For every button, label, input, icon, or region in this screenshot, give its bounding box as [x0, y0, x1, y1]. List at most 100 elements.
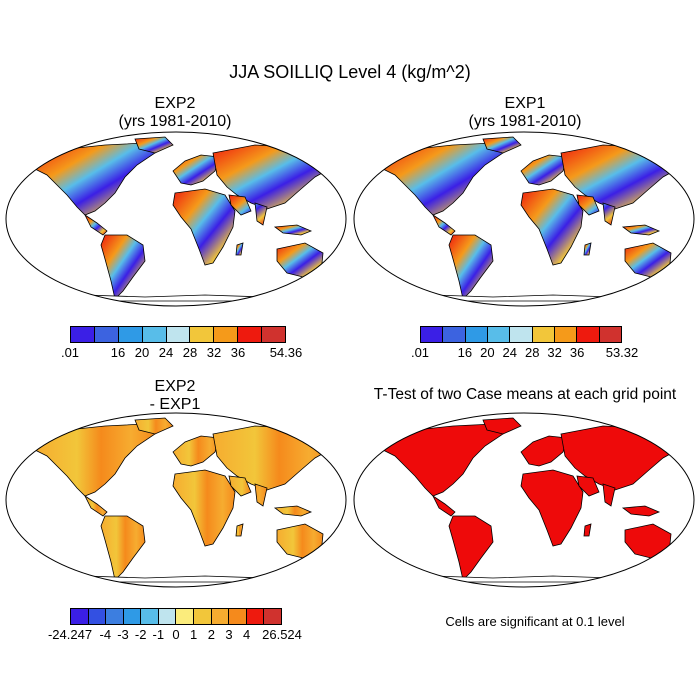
exp2-colorbar-tick-label: 20: [134, 345, 150, 360]
land-region: [392, 575, 656, 583]
exp2-colorbar-tick-label: .01: [60, 345, 80, 360]
exp1-colorbar-tick-label: 32: [547, 345, 562, 360]
diff-colorbar-tick-label: 26.524: [262, 627, 302, 642]
land-region: [134, 136, 174, 154]
land-region: [235, 242, 244, 256]
land-region: [382, 423, 504, 497]
exp2-colorbar: .01 16 20 24 28 32 36 54.36: [0, 326, 350, 366]
exp1-map: [353, 131, 695, 307]
exp1-colorbar-tick-label: 16: [457, 345, 473, 360]
exp2-colorbar-swatch: [166, 327, 191, 342]
diff-colorbar-tick-label: 1: [190, 627, 198, 642]
land-region: [34, 142, 156, 216]
diff-title-line1: EXP2: [154, 378, 196, 395]
diff-colorbar-tick-label: -24.247: [47, 627, 93, 642]
diff-colorbar-swatches: [70, 608, 282, 625]
exp1-colorbar-swatch: [421, 327, 444, 342]
exp2-colorbar-tick-label: 36: [230, 345, 246, 360]
land-region: [520, 154, 568, 186]
exp2-title-line1: EXP2: [154, 95, 196, 112]
diff-colorbar-tick-label: -4: [99, 627, 112, 642]
exp2-colorbar-swatch: [214, 327, 239, 342]
diff-colorbar-swatch: [194, 609, 212, 624]
diff-colorbar-tick-label: -3: [117, 627, 129, 642]
land-region: [520, 469, 584, 547]
exp1-colorbar-swatch: [577, 327, 600, 342]
diff-colorbar-tick-label: -2: [134, 627, 147, 642]
exp2-panel-title: EXP2 (yrs 1981-2010): [80, 95, 270, 131]
land-region: [228, 194, 268, 226]
land-region: [448, 234, 494, 300]
exp1-colorbar-swatch: [554, 327, 578, 342]
land-region: [100, 515, 146, 581]
exp2-colorbar-swatch: [238, 327, 263, 342]
exp1-colorbar-swatch: [532, 327, 555, 342]
diff-colorbar-swatch: [158, 609, 177, 624]
land-region: [100, 234, 146, 300]
exp1-title-line2: (yrs 1981-2010): [468, 113, 582, 130]
diff-colorbar-swatch: [106, 609, 124, 624]
land-region: [382, 142, 504, 216]
exp1-colorbar-swatch: [443, 327, 466, 342]
land-region: [83, 213, 108, 236]
map-border: [353, 412, 695, 588]
land-region: [576, 194, 616, 226]
exp2-colorbar-tick-label: 28: [182, 345, 198, 360]
land-region: [621, 224, 661, 236]
map-border: [5, 131, 347, 307]
land-region: [172, 188, 236, 266]
exp1-title-line1: EXP1: [504, 95, 546, 112]
exp2-title-line2: (yrs 1981-2010): [118, 113, 232, 130]
land-region: [583, 523, 592, 537]
land-region: [621, 505, 661, 517]
ttest-map: [353, 412, 695, 588]
diff-colorbar-swatch: [176, 609, 195, 624]
ttest-title-line1: T-Test of two Case means at each grid po…: [373, 386, 677, 403]
land-region: [273, 224, 313, 236]
land-region: [228, 475, 268, 507]
land-region: [83, 494, 108, 517]
significance-note: Cells are significant at 0.1 level: [445, 614, 625, 629]
exp1-colorbar-tick-label: 24: [502, 345, 517, 360]
diff-colorbar-swatch: [246, 609, 265, 624]
exp1-panel-title: EXP1 (yrs 1981-2010): [430, 95, 620, 131]
exp2-colorbar-tick-label: 24: [158, 345, 174, 360]
exp1-colorbar: .01 16 20 24 28 32 36 53.32: [350, 326, 700, 366]
land-region: [273, 505, 313, 517]
exp2-colorbar-tick-label: 54.36: [269, 345, 303, 360]
land-region: [482, 417, 522, 435]
exp1-colorbar-swatches: [420, 326, 622, 343]
exp2-colorbar-swatch: [71, 327, 95, 342]
ttest-panel-title: T-Test of two Case means at each grid po…: [350, 386, 700, 404]
diff-colorbar: -24.247 -4 -3 -2 -1 0 1 2 3 4 26.524: [0, 608, 350, 648]
exp2-colorbar-swatch: [262, 327, 286, 342]
land-region: [482, 136, 522, 154]
land-region: [431, 213, 456, 236]
exp2-colorbar-swatch: [142, 327, 167, 342]
land-region: [431, 494, 456, 517]
land-region: [583, 242, 592, 256]
exp2-colorbar-tick-label: 16: [110, 345, 126, 360]
diff-colorbar-swatch: [71, 609, 89, 624]
exp1-colorbar-swatch: [599, 327, 621, 342]
land-region: [520, 435, 568, 467]
diff-colorbar-tick-label: -1: [152, 627, 165, 642]
exp2-colorbar-swatch: [118, 327, 143, 342]
exp2-colorbar-swatch: [190, 327, 215, 342]
diff-title-line2: - EXP1: [149, 396, 201, 413]
land-region: [520, 188, 584, 266]
map-border: [353, 131, 695, 307]
exp1-colorbar-tick-label: .01: [410, 345, 430, 360]
diff-colorbar-swatch: [88, 609, 107, 624]
exp2-colorbar-swatch: [94, 327, 119, 342]
diff-colorbar-swatch: [264, 609, 281, 624]
exp1-colorbar-tick-label: 53.32: [605, 345, 639, 360]
land-region: [448, 515, 494, 581]
exp1-colorbar-tick-label: 20: [480, 345, 495, 360]
exp2-colorbar-tick-label: 32: [206, 345, 222, 360]
exp1-colorbar-tick-label: 28: [524, 345, 540, 360]
diff-colorbar-swatch: [211, 609, 230, 624]
diff-colorbar-swatch: [229, 609, 247, 624]
land-region: [44, 575, 308, 583]
main-title: JJA SOILLIQ Level 4 (kg/m^2): [229, 62, 471, 82]
